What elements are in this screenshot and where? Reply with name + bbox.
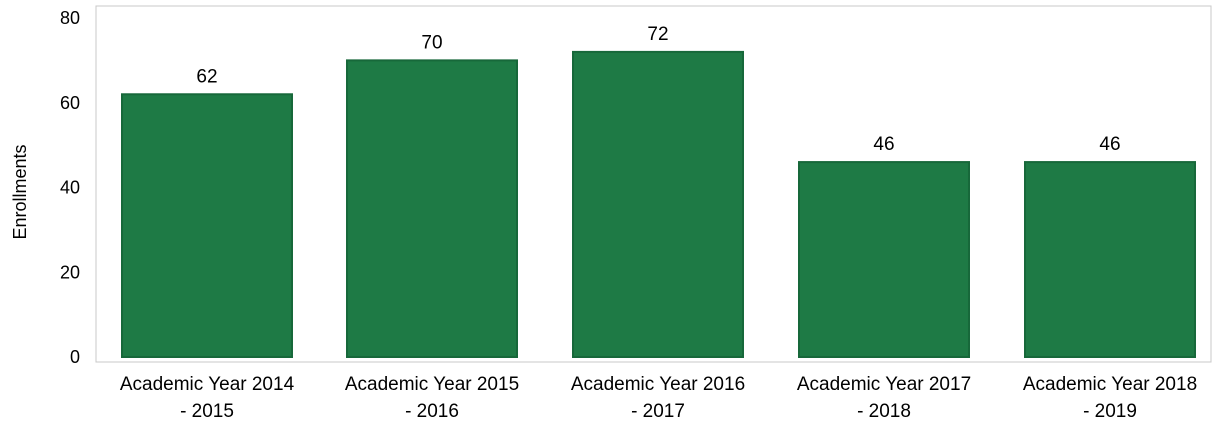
x-category-label-line: Academic Year 2017 (797, 374, 971, 395)
bar (572, 50, 744, 359)
x-category-label: Academic Year 2014 - 2015 (120, 374, 295, 422)
x-category-label-line: - 2016 (405, 401, 459, 422)
x-category-label: Academic Year 2015 - 2016 (345, 374, 519, 422)
x-category-label-line: - 2018 (857, 401, 911, 422)
x-category-label-line: Academic Year 2014 (120, 374, 295, 395)
y-tick-label: 40 (60, 178, 80, 198)
x-category-label-line: Academic Year 2015 (345, 374, 519, 395)
y-tick-label: 20 (60, 262, 80, 282)
bar (121, 93, 293, 359)
x-category-label-line: - 2019 (1083, 401, 1137, 422)
bar-value-label: 70 (421, 32, 442, 53)
y-tick-label: 80 (60, 8, 80, 28)
x-category-label-line: - 2015 (180, 401, 234, 422)
plot-frame (95, 5, 1212, 363)
bars (121, 50, 1196, 359)
bar-value-label: 46 (1099, 134, 1120, 155)
y-tick-label: 60 (60, 93, 80, 113)
x-category-label: Academic Year 2017 - 2018 (797, 374, 971, 422)
data-labels: 62 70 72 46 46 (196, 24, 1120, 155)
y-axis-ticks: 0 20 40 60 80 (60, 8, 80, 367)
x-category-label-line: - 2017 (631, 401, 685, 422)
x-category-label-line: Academic Year 2016 (571, 374, 745, 395)
bar (1024, 161, 1196, 358)
bar-value-label: 72 (647, 24, 668, 45)
y-axis-label: Enrollments (10, 144, 30, 239)
y-axis-label-group: Enrollments (10, 144, 30, 239)
y-tick-label: 0 (70, 347, 80, 367)
x-category-label: Academic Year 2016 - 2017 (571, 374, 745, 422)
bar (798, 161, 970, 358)
bar-value-label: 62 (196, 66, 217, 87)
bar-value-label: 46 (873, 134, 894, 155)
bar (346, 59, 518, 358)
x-category-label-line: Academic Year 2018 (1023, 374, 1197, 395)
x-category-label: Academic Year 2018 - 2019 (1023, 374, 1197, 422)
